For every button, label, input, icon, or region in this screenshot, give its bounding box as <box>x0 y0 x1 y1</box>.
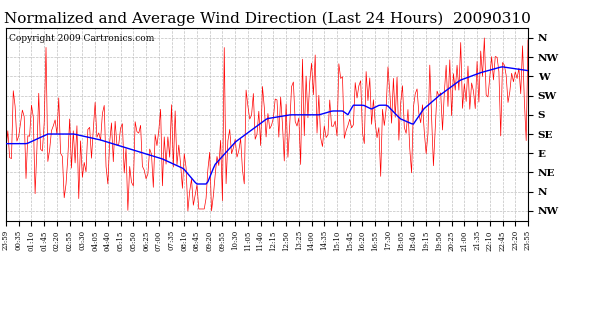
Title: Normalized and Average Wind Direction (Last 24 Hours)  20090310: Normalized and Average Wind Direction (L… <box>4 11 530 26</box>
Text: Copyright 2009 Cartronics.com: Copyright 2009 Cartronics.com <box>8 34 154 43</box>
